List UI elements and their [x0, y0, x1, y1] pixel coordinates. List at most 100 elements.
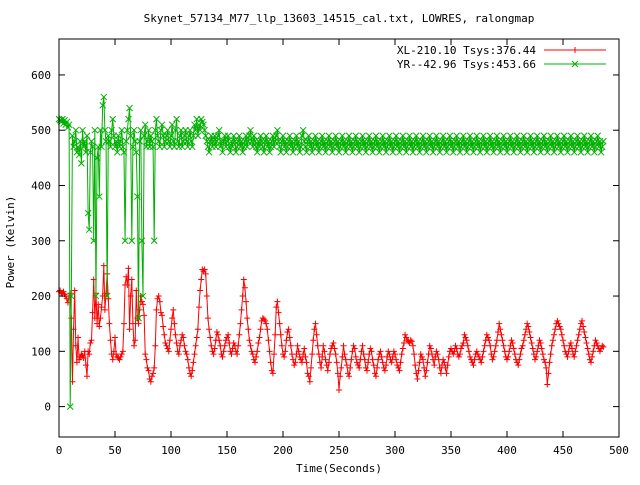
data-point	[135, 314, 142, 322]
data-point	[150, 370, 157, 377]
data-point	[444, 362, 451, 369]
data-point	[72, 126, 80, 134]
data-point	[230, 340, 237, 347]
data-point	[439, 132, 447, 140]
data-point	[132, 337, 139, 344]
data-point	[254, 348, 261, 355]
data-point	[417, 351, 424, 358]
data-point	[180, 334, 187, 341]
data-point	[187, 137, 195, 145]
data-point	[245, 326, 252, 333]
data-point	[530, 148, 538, 156]
data-point	[328, 148, 336, 156]
data-point	[274, 126, 281, 134]
data-point	[100, 262, 107, 269]
data-point	[560, 337, 566, 344]
data-point	[295, 137, 303, 145]
data-point	[470, 362, 477, 369]
data-point	[277, 331, 284, 338]
data-point	[248, 348, 255, 355]
data-point	[166, 337, 173, 344]
data-point	[152, 342, 159, 349]
data-point	[352, 132, 360, 140]
data-point	[139, 292, 147, 300]
data-point	[378, 353, 385, 360]
data-point	[297, 356, 304, 363]
data-point	[336, 387, 342, 394]
data-point	[211, 345, 218, 352]
data-point	[489, 356, 496, 363]
data-point	[524, 320, 531, 327]
data-point	[157, 126, 165, 134]
data-point	[437, 370, 444, 377]
data-point	[124, 281, 131, 288]
data-point	[268, 367, 275, 374]
data-point	[463, 148, 471, 156]
data-point	[325, 132, 333, 140]
data-point	[144, 364, 151, 371]
data-point	[362, 364, 369, 371]
data-point	[585, 351, 592, 358]
data-point	[306, 378, 313, 385]
data-point	[337, 373, 344, 380]
data-point	[520, 337, 527, 344]
data-point	[190, 359, 197, 366]
data-point	[283, 337, 290, 344]
data-point	[219, 148, 226, 156]
data-point	[408, 338, 415, 345]
data-point	[500, 342, 507, 349]
data-point	[164, 345, 171, 352]
data-point	[538, 345, 545, 352]
data-point	[395, 364, 402, 371]
data-point	[476, 148, 484, 156]
data-point	[352, 353, 359, 360]
data-point	[192, 342, 199, 349]
data-point	[580, 132, 588, 140]
data-point	[138, 237, 146, 245]
data-point	[164, 126, 171, 134]
data-point	[87, 148, 94, 156]
data-point	[500, 132, 507, 140]
data-point	[407, 337, 414, 344]
data-point	[239, 293, 246, 300]
data-point	[422, 373, 429, 380]
data-point	[573, 342, 580, 349]
data-point	[510, 148, 518, 156]
data-point	[528, 340, 535, 347]
data-point	[161, 331, 168, 338]
data-point	[272, 132, 280, 140]
data-point	[262, 317, 269, 324]
data-point	[415, 367, 422, 374]
x-tick-label: 450	[553, 444, 573, 457]
data-point	[127, 293, 134, 300]
data-point	[137, 126, 145, 134]
data-point	[293, 132, 300, 140]
data-point	[433, 348, 440, 355]
data-point	[492, 342, 499, 349]
legend-marker-0	[572, 47, 578, 53]
data-point	[481, 342, 488, 349]
data-point	[314, 342, 321, 349]
data-point	[127, 132, 135, 140]
data-point	[333, 359, 340, 366]
data-point	[557, 148, 565, 156]
data-point	[95, 193, 103, 200]
data-point	[95, 301, 102, 308]
data-point	[173, 340, 180, 347]
data-point	[222, 337, 229, 344]
data-point	[313, 331, 320, 338]
data-point	[253, 148, 261, 156]
data-point	[156, 298, 163, 305]
data-point	[149, 143, 157, 151]
data-point	[112, 334, 118, 341]
data-point	[189, 367, 196, 374]
data-point	[350, 342, 357, 349]
data-point	[168, 121, 176, 129]
data-point	[339, 132, 346, 140]
data-point	[147, 378, 154, 385]
data-point	[445, 353, 452, 360]
data-point	[345, 132, 353, 140]
data-point	[60, 288, 67, 295]
data-point	[483, 331, 490, 338]
